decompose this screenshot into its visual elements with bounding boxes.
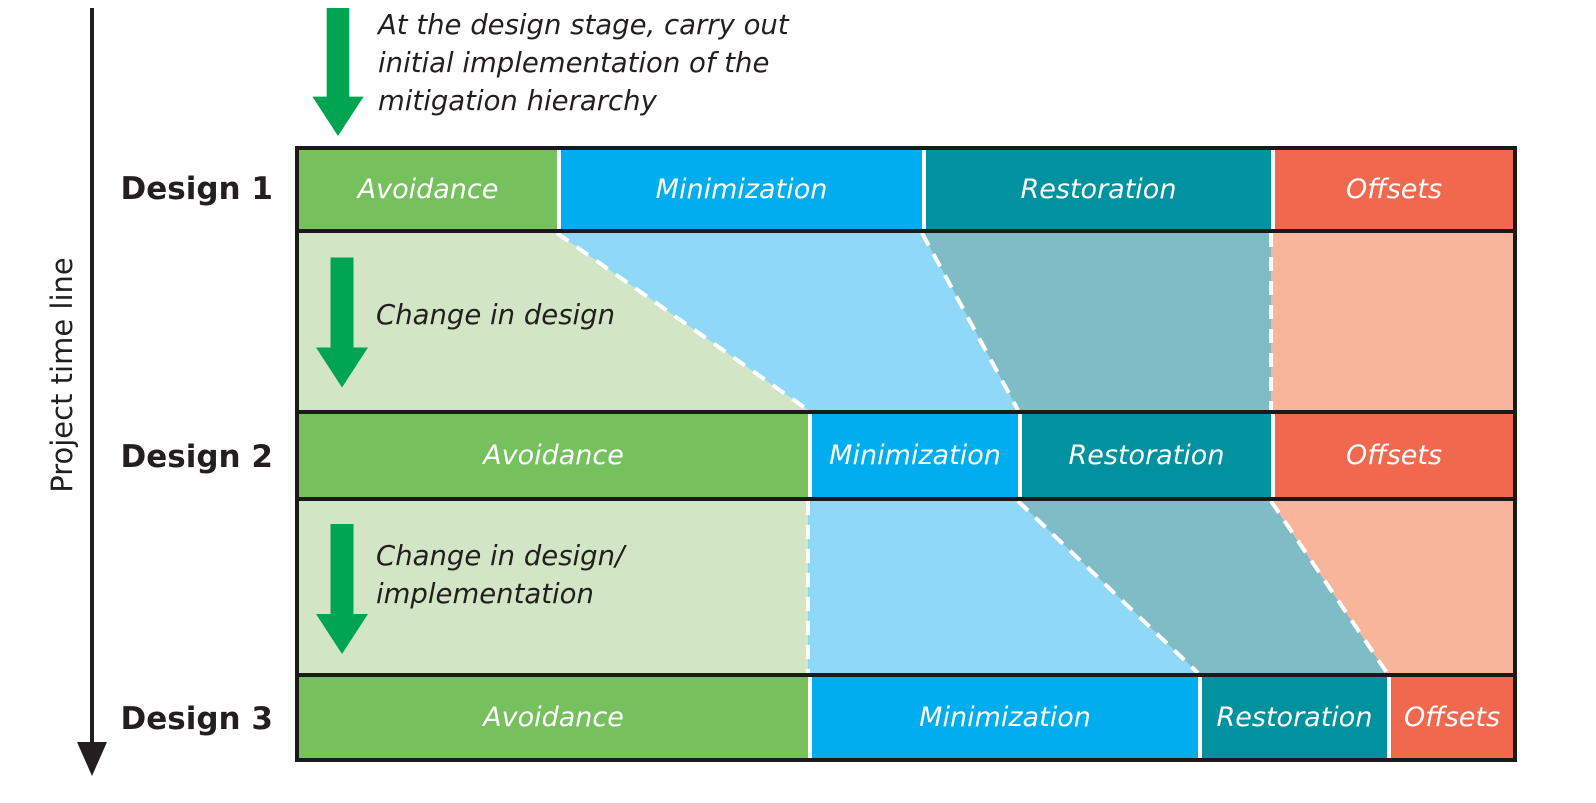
design-1-label: Design 1 bbox=[120, 171, 273, 207]
minimization-faded-region bbox=[808, 501, 1198, 673]
dashed-boundary bbox=[1016, 501, 1200, 673]
top-annotation-line: initial implementation of the bbox=[378, 47, 770, 79]
transition-2-annotation-line: Change in design/ bbox=[376, 540, 625, 572]
segment-label: Avoidance bbox=[483, 702, 624, 733]
avoidance-faded-region bbox=[299, 233, 808, 410]
segment-label: Offsets bbox=[1345, 174, 1443, 205]
design-2-restoration-segment: Restoration bbox=[1022, 414, 1271, 497]
transition-2-zone bbox=[299, 501, 1513, 673]
avoidance-faded-region bbox=[299, 501, 808, 673]
timeline-axis-line bbox=[90, 8, 94, 744]
down-arrow-icon bbox=[316, 257, 368, 388]
timeline-axis-arrowhead-icon bbox=[77, 742, 107, 776]
divider bbox=[299, 229, 1513, 233]
design-3-restoration-segment: Restoration bbox=[1202, 677, 1387, 758]
stacked-bars-chart: Avoidance Minimization Restoration Offse… bbox=[295, 146, 1517, 762]
design-1-minimization-segment: Minimization bbox=[561, 150, 922, 229]
segment-label: Minimization bbox=[655, 174, 828, 205]
restoration-faded-region bbox=[1018, 501, 1387, 673]
down-arrow-icon bbox=[312, 8, 364, 136]
transition-2-annotation-line: implementation bbox=[376, 578, 594, 610]
transition-2-annotation: Change in design/ implementation bbox=[376, 537, 624, 613]
design-1-avoidance-segment: Avoidance bbox=[299, 150, 557, 229]
segment-label: Avoidance bbox=[357, 174, 499, 205]
dashed-boundary bbox=[920, 233, 1020, 410]
segment-label: Minimization bbox=[919, 702, 1091, 733]
segment-label: Minimization bbox=[829, 440, 1001, 471]
design-2-label: Design 2 bbox=[120, 439, 273, 475]
design-2-minimization-segment: Minimization bbox=[812, 414, 1018, 497]
design-2-bar: Avoidance Minimization Restoration Offse… bbox=[299, 414, 1513, 497]
design-3-label: Design 3 bbox=[120, 701, 273, 737]
divider bbox=[299, 410, 1513, 414]
divider bbox=[299, 497, 1513, 501]
segment-label: Offsets bbox=[1403, 702, 1501, 733]
segment-label: Avoidance bbox=[483, 440, 624, 471]
restoration-faded-region bbox=[922, 233, 1271, 410]
design-1-restoration-segment: Restoration bbox=[926, 150, 1271, 229]
top-annotation-line: At the design stage, carry out bbox=[378, 9, 789, 41]
minimization-faded-region bbox=[557, 233, 1018, 410]
dashed-boundary bbox=[555, 233, 810, 410]
segment-label: Restoration bbox=[1068, 440, 1225, 471]
design-1-bar: Avoidance Minimization Restoration Offse… bbox=[299, 150, 1513, 229]
top-annotation-line: mitigation hierarchy bbox=[378, 85, 657, 117]
divider bbox=[299, 673, 1513, 677]
offsets-faded-region bbox=[1271, 501, 1513, 673]
design-3-bar: Avoidance Minimization Restoration Offse… bbox=[299, 677, 1513, 758]
offsets-faded-region bbox=[1271, 233, 1513, 410]
design-2-offsets-segment: Offsets bbox=[1275, 414, 1513, 497]
dashed-boundary bbox=[1269, 501, 1389, 673]
design-3-offsets-segment: Offsets bbox=[1391, 677, 1513, 758]
design-3-avoidance-segment: Avoidance bbox=[299, 677, 808, 758]
design-2-avoidance-segment: Avoidance bbox=[299, 414, 808, 497]
design-3-minimization-segment: Minimization bbox=[812, 677, 1198, 758]
design-1-offsets-segment: Offsets bbox=[1275, 150, 1513, 229]
segment-label: Restoration bbox=[1216, 702, 1373, 733]
down-arrow-icon bbox=[316, 524, 368, 654]
segment-label: Restoration bbox=[1020, 174, 1177, 205]
transition-1-zone bbox=[299, 233, 1513, 410]
transition-1-annotation: Change in design bbox=[376, 299, 616, 331]
top-annotation: At the design stage, carry out initial i… bbox=[378, 6, 789, 120]
segment-label: Offsets bbox=[1345, 440, 1443, 471]
